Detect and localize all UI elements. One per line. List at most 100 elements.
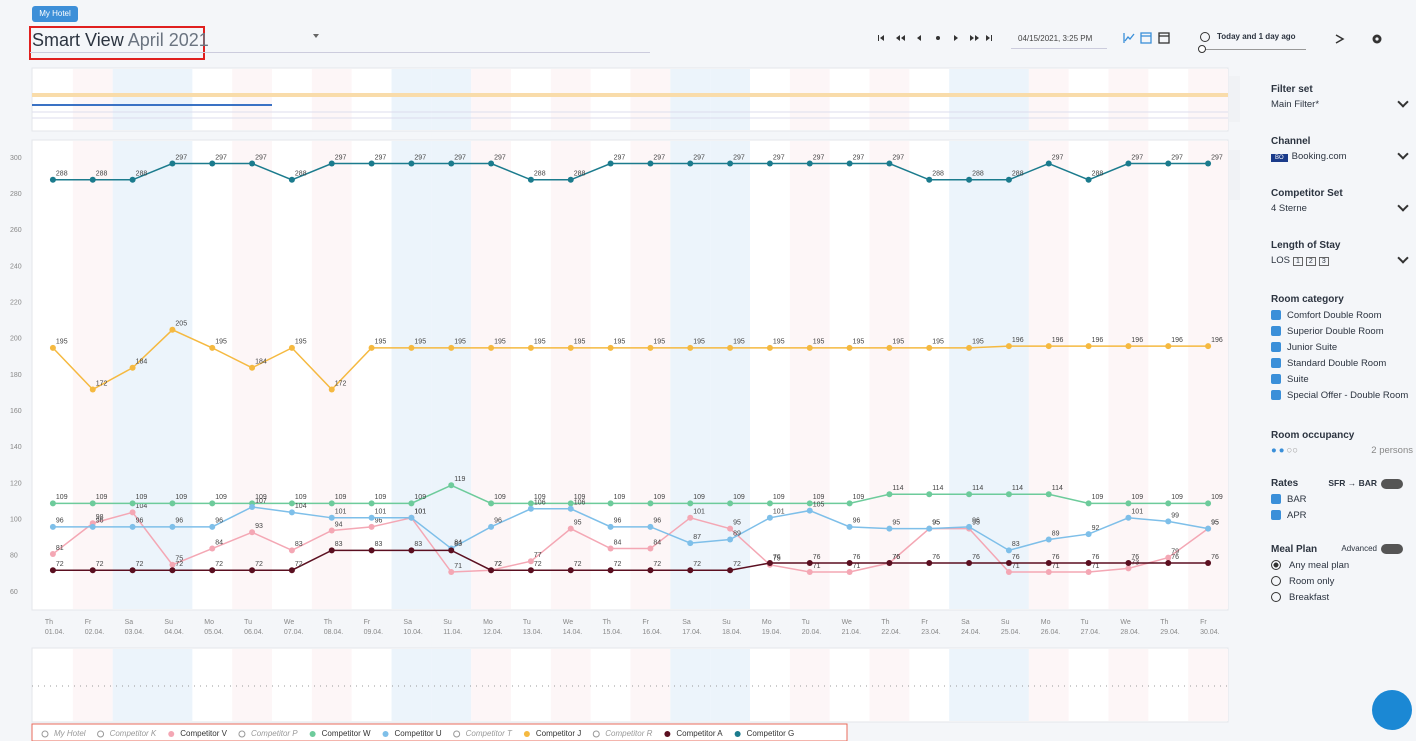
day-column — [1028, 141, 1069, 609]
data-label: 109 — [375, 494, 387, 501]
room-option-control[interactable] — [1271, 374, 1281, 385]
day-column — [989, 69, 1029, 130]
data-point — [328, 527, 335, 534]
meal-option-control[interactable] — [1271, 576, 1281, 587]
timestamp[interactable]: 04/15/2021, 3:25 PM — [1018, 34, 1093, 43]
data-label: 109 — [813, 494, 825, 501]
data-label: 195 — [972, 339, 984, 346]
meal-option[interactable]: Breakfast — [1271, 592, 1403, 603]
legend-item[interactable]: Competitor R — [605, 729, 652, 738]
data-point — [49, 523, 56, 530]
data-label: 184 — [136, 359, 148, 366]
day-column — [630, 141, 671, 609]
meal-option[interactable]: Any meal plan — [1271, 560, 1403, 571]
view-icons[interactable] — [1122, 31, 1174, 45]
rate-option-control[interactable] — [1271, 510, 1281, 521]
channel[interactable]: Channel BO Booking.com — [1271, 136, 1411, 162]
meal-option[interactable]: Room only — [1271, 576, 1403, 587]
data-label: 109 — [534, 494, 546, 501]
data-point — [169, 326, 176, 333]
data-point — [766, 514, 773, 521]
room-option[interactable]: Suite — [1271, 374, 1416, 385]
x-tick-label: 03.04. — [125, 629, 145, 636]
data-point — [129, 176, 136, 183]
data-label: 95 — [574, 519, 582, 526]
data-label: 76 — [1131, 554, 1139, 561]
day-column — [1188, 69, 1228, 130]
data-point — [1005, 547, 1012, 554]
data-label: 71 — [1052, 563, 1060, 570]
legend-item[interactable]: Competitor A — [676, 729, 723, 738]
data-label: 297 — [1052, 154, 1064, 161]
data-point — [846, 560, 853, 566]
data-point — [488, 160, 495, 167]
room-option[interactable]: Superior Double Room — [1271, 326, 1416, 337]
room-option[interactable]: Junior Suite — [1271, 342, 1416, 353]
playback-controls[interactable] — [870, 30, 1000, 46]
room-option[interactable]: Standard Double Room — [1271, 358, 1416, 369]
toggle[interactable] — [1381, 544, 1403, 554]
legend-item[interactable]: Competitor G — [747, 729, 795, 738]
room-option-control[interactable] — [1271, 390, 1281, 401]
comparison[interactable]: Today and 1 day ago — [1217, 32, 1296, 41]
los-option[interactable]: 2 — [1305, 257, 1316, 266]
rates: Rates SFR → BAR BAR APR — [1271, 478, 1403, 521]
comparison-slider[interactable] — [1202, 49, 1306, 50]
data-point — [766, 500, 773, 507]
rate-option[interactable]: APR — [1271, 510, 1403, 521]
meal-toggle[interactable]: Advanced — [1341, 544, 1403, 554]
dropdown-caret[interactable] — [313, 34, 319, 41]
legend-item[interactable]: Competitor V — [180, 729, 227, 738]
slider-handle[interactable] — [1198, 45, 1206, 53]
hotel-badge[interactable]: My Hotel — [32, 6, 78, 22]
data-label: 95 — [932, 519, 940, 526]
meal-option-control[interactable] — [1271, 592, 1281, 603]
legend-item[interactable]: Competitor U — [395, 729, 442, 738]
period[interactable]: April 2021 — [127, 30, 209, 50]
legend-item[interactable]: Competitor J — [536, 729, 581, 738]
legend-item[interactable]: My Hotel — [54, 729, 86, 738]
data-point — [488, 523, 495, 530]
period-underline — [30, 52, 650, 53]
day-column — [630, 649, 671, 721]
room-option[interactable]: Special Offer - Double Room — [1271, 390, 1416, 401]
data-label: 297 — [773, 154, 785, 161]
room-option-control[interactable] — [1271, 326, 1281, 337]
data-label: 72 — [136, 561, 144, 568]
day-column — [989, 141, 1029, 609]
data-label: 109 — [1131, 494, 1143, 501]
data-label: 72 — [96, 561, 104, 568]
x-weekday-label: We — [842, 619, 852, 626]
room-option-control[interactable] — [1271, 310, 1281, 321]
los-option[interactable]: 3 — [1318, 257, 1329, 266]
room-option-control[interactable] — [1271, 358, 1281, 369]
rate-option-control[interactable] — [1271, 494, 1281, 505]
filter-set[interactable]: Filter set Main Filter* — [1271, 84, 1411, 110]
data-point — [1005, 491, 1012, 498]
data-point — [249, 503, 256, 510]
occupancy-icons[interactable]: ●● — [1271, 445, 1287, 456]
legend-item[interactable]: Competitor P — [251, 729, 298, 738]
legend-item[interactable]: Competitor W — [322, 729, 371, 738]
day-column — [949, 649, 989, 721]
toggle[interactable] — [1381, 478, 1403, 489]
rate-option[interactable]: BAR — [1271, 494, 1403, 505]
chat-button[interactable] — [1372, 690, 1412, 730]
chart-tabs[interactable] — [1229, 150, 1240, 200]
rates-toggle[interactable]: SFR → BAR — [1328, 478, 1403, 489]
day-column — [471, 69, 511, 130]
toolbar-right[interactable] — [1334, 32, 1394, 46]
data-label: 288 — [972, 171, 984, 178]
legend-item[interactable]: Competitor T — [466, 729, 513, 738]
data-label: 71 — [813, 563, 821, 570]
room-option[interactable]: Comfort Double Room — [1271, 310, 1416, 321]
length-of-stay[interactable]: Length of Stay LOS 1 2 3 — [1271, 240, 1411, 266]
los-option[interactable]: 1 — [1293, 257, 1303, 266]
meal-option-control[interactable] — [1271, 560, 1281, 571]
legend-item[interactable]: Competitor K — [110, 729, 157, 738]
room-option-control[interactable] — [1271, 342, 1281, 353]
competitor-set[interactable]: Competitor Set 4 Sterne — [1271, 188, 1411, 214]
overview-tabs[interactable] — [1229, 76, 1240, 122]
x-weekday-label: Mo — [483, 619, 493, 626]
